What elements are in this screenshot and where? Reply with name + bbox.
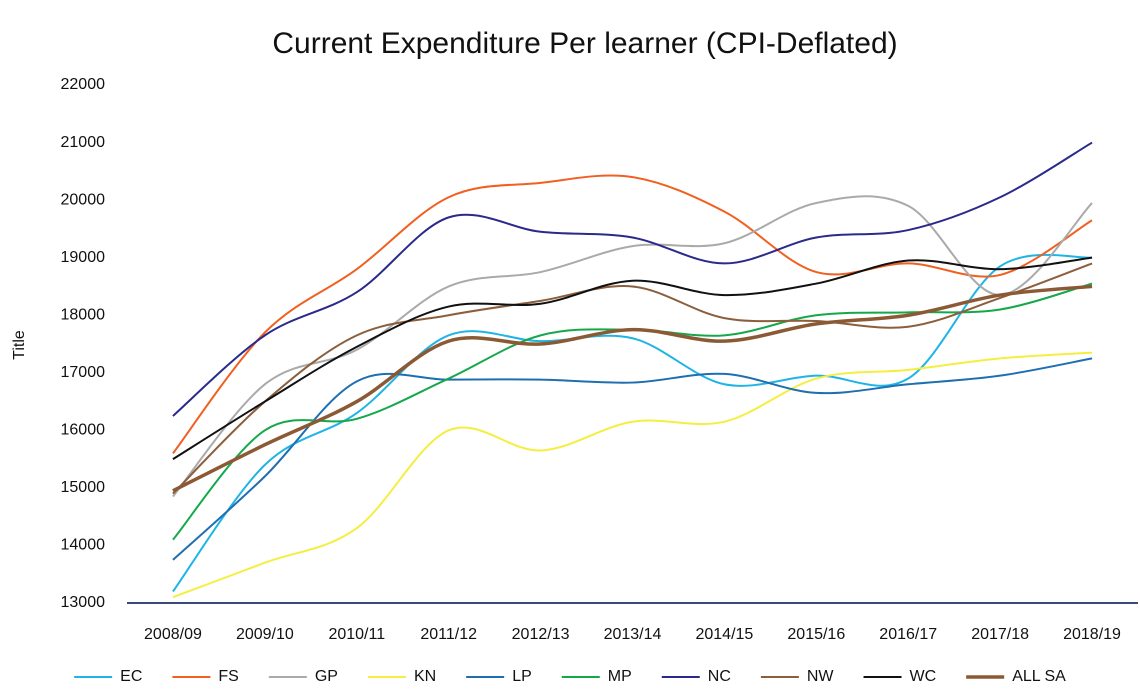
y-tick-label: 16000	[61, 422, 106, 439]
legend-label: ALL SA	[1012, 668, 1066, 685]
series-line	[172, 262, 1093, 495]
x-tick-label: 2013/14	[604, 626, 662, 643]
legend-label: NW	[807, 668, 835, 685]
x-tick-label: 2014/15	[695, 626, 753, 643]
legend-label: GP	[315, 668, 338, 685]
y-axis-label: Title	[11, 330, 28, 360]
y-tick-label: 14000	[61, 537, 106, 554]
x-tick-label: 2010/11	[328, 626, 385, 643]
legend-label: WC	[910, 668, 937, 685]
legend-label: NC	[708, 668, 731, 685]
x-tick-label: 2016/17	[879, 626, 937, 643]
x-tick-label: 2015/16	[787, 626, 845, 643]
legend-label: MP	[608, 668, 632, 685]
legend-label: EC	[120, 668, 142, 685]
series-line	[172, 174, 1093, 454]
y-tick-label: 21000	[61, 134, 106, 151]
y-tick-label: 13000	[61, 594, 106, 611]
x-tick-label: 2012/13	[512, 626, 570, 643]
x-tick-label: 2018/19	[1063, 626, 1121, 643]
x-tick-label: 2008/09	[144, 626, 202, 643]
x-tick-label: 2009/10	[236, 626, 294, 643]
series-line	[172, 256, 1093, 460]
y-tick-label: 15000	[61, 479, 106, 496]
y-tick-label: 19000	[61, 249, 106, 266]
series-line	[172, 253, 1093, 593]
series-line	[172, 351, 1093, 599]
series-line	[172, 357, 1093, 561]
y-tick-label: 20000	[61, 191, 106, 208]
x-tick-label: 2011/12	[420, 626, 477, 643]
legend-label: FS	[218, 668, 238, 685]
series-line	[172, 195, 1093, 498]
chart-title: Current Expenditure Per learner (CPI-Def…	[272, 27, 897, 60]
series-line	[172, 284, 1093, 493]
series-line	[172, 141, 1093, 417]
y-tick-label: 22000	[61, 76, 106, 93]
legend-label: KN	[414, 668, 436, 685]
x-tick-label: 2017/18	[971, 626, 1029, 643]
legend-label: LP	[512, 668, 532, 685]
y-tick-label: 18000	[61, 306, 106, 323]
y-tick-label: 17000	[61, 364, 106, 381]
